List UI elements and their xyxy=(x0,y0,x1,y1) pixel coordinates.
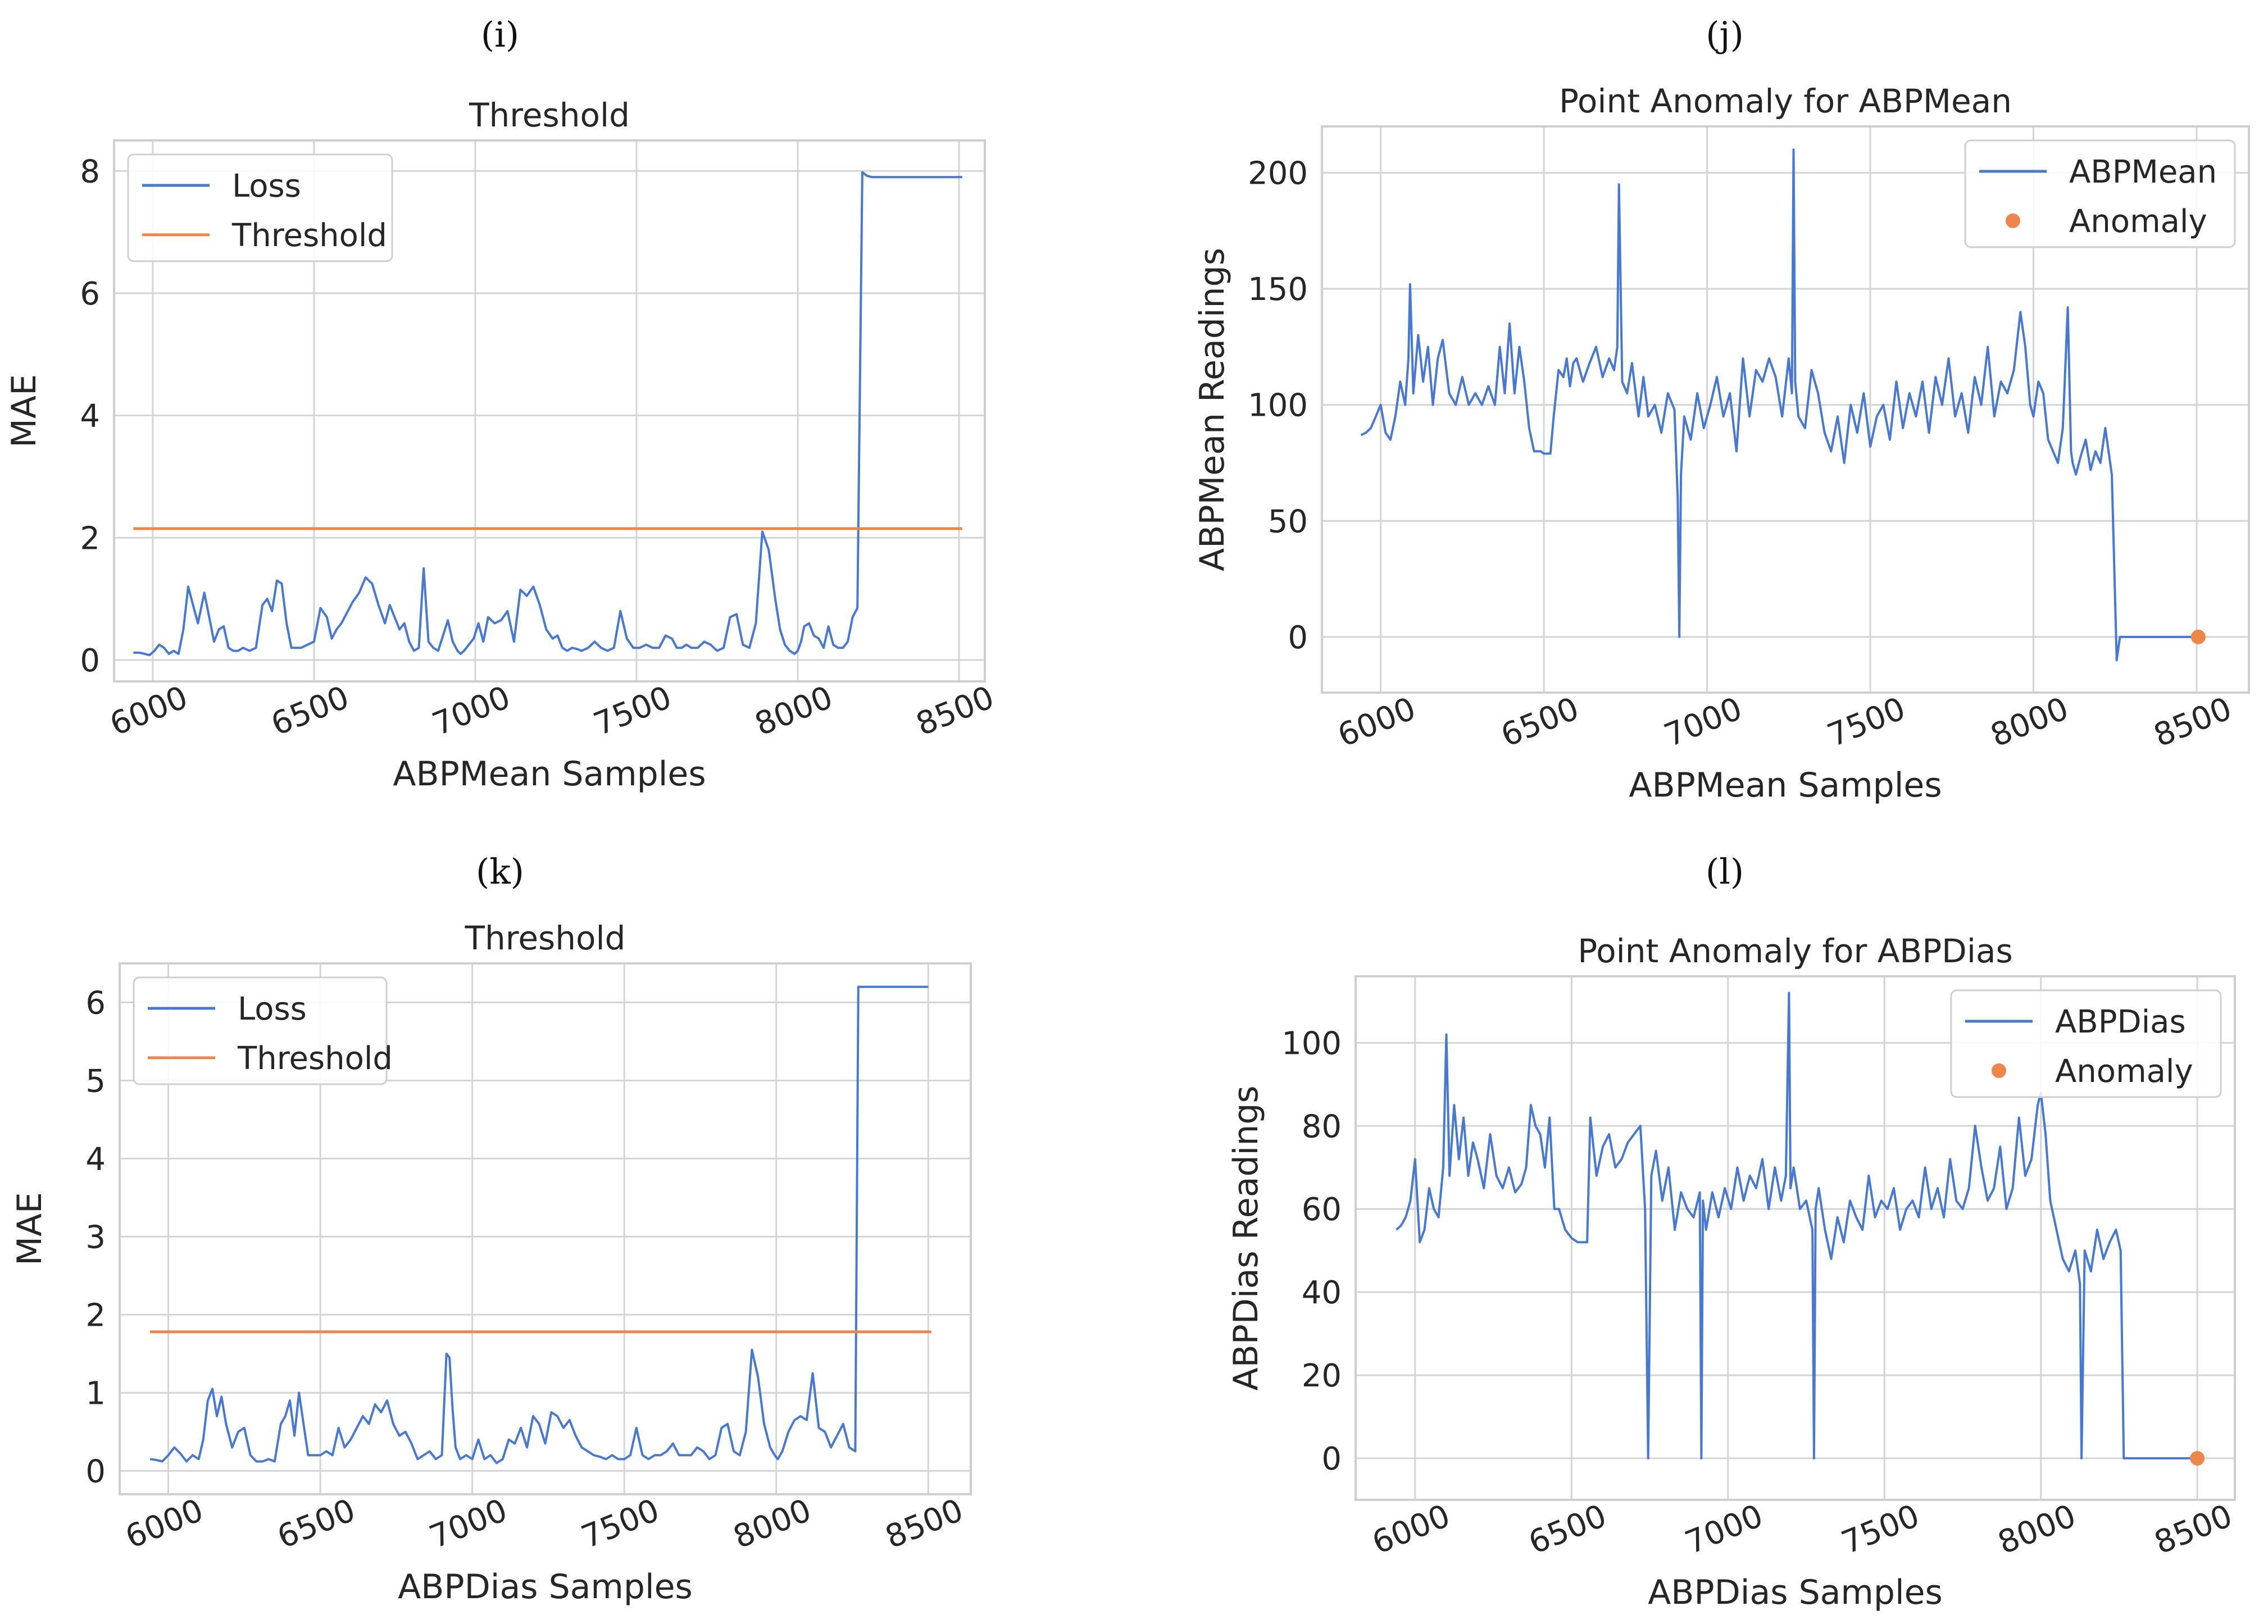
y-tick-label: 60 xyxy=(1302,1191,1342,1228)
x-tick-label: 7500 xyxy=(589,679,676,743)
x-axis-label: ABPDias Samples xyxy=(398,1567,693,1607)
x-tick-label: 7000 xyxy=(424,1492,512,1556)
legend-marker-anomaly xyxy=(1992,1063,2006,1078)
y-tick-label: 6 xyxy=(85,985,106,1021)
x-tick-label: 8000 xyxy=(750,679,838,743)
chart-panel-0: 6000 6500 7000 7500 8000 8500 0 2 4 6 8 Threshold AB… xyxy=(4,96,999,794)
panel-label-j: (j) xyxy=(1706,14,1744,55)
chart-title: Point Anomaly for ABPDias xyxy=(1578,932,2012,970)
x-tick-label: 8000 xyxy=(1985,690,2073,754)
x-axis-label: ABPMean Samples xyxy=(1629,766,1942,805)
plot-frame xyxy=(1355,975,2236,1501)
y-tick-label: 0 xyxy=(85,1453,106,1490)
x-tick-label: 8500 xyxy=(2149,1498,2237,1562)
y-tick-label: 0 xyxy=(1288,620,1308,656)
x-tick-label: 6500 xyxy=(1524,1498,1611,1562)
y-tick-label: 6 xyxy=(80,276,100,312)
x-tick-label: 8500 xyxy=(2149,690,2237,754)
y-tick-label: 4 xyxy=(80,398,100,435)
x-tick-label: 7500 xyxy=(576,1492,664,1556)
y-axis-label: MAE xyxy=(10,1192,49,1266)
x-axis-label: ABPDias Samples xyxy=(1648,1573,1943,1612)
x-axis-label: ABPMean Samples xyxy=(393,754,706,794)
y-tick-label: 5 xyxy=(85,1063,106,1099)
y-axis-label: ABPDias Readings xyxy=(1226,1085,1266,1390)
x-tick-label: 7500 xyxy=(1837,1498,1924,1562)
chart-panel-3: 6000 6500 7000 7500 8000 8500 0 20 40 60 80 100 Poin… xyxy=(1226,932,2237,1612)
panel-label-i: (i) xyxy=(480,14,520,55)
y-tick-label: 100 xyxy=(1248,388,1308,424)
y-tick-label: 0 xyxy=(80,643,100,679)
legend-label-loss: Loss xyxy=(238,991,307,1027)
legend-label-anomaly: Anomaly xyxy=(2069,203,2207,240)
legend: Loss Threshold xyxy=(133,976,393,1085)
y-tick-label: 150 xyxy=(1248,271,1308,308)
y-tick-label: 2 xyxy=(85,1297,106,1334)
legend: ABPDias Anomaly xyxy=(1950,989,2222,1098)
chart-panel-2: 6000 6500 7000 7500 8000 8500 0 1 2 3 4 5 6 Threshold… xyxy=(10,919,972,1607)
series-line-loss xyxy=(133,171,962,657)
x-tick-label: 6500 xyxy=(266,679,354,743)
y-tick-label: 2 xyxy=(80,520,100,557)
y-tick-label: 1 xyxy=(85,1375,106,1412)
chart-title: Threshold xyxy=(465,919,626,957)
legend-marker-anomaly xyxy=(2006,213,2020,228)
chart-title: Threshold xyxy=(469,96,630,134)
series-line-abpmean xyxy=(1360,148,2198,662)
y-tick-label: 40 xyxy=(1302,1275,1342,1311)
x-tick-label: 6000 xyxy=(105,679,193,743)
y-tick-label: 3 xyxy=(85,1219,106,1255)
x-tick-label: 8500 xyxy=(911,679,999,743)
legend-label-loss: Loss xyxy=(232,168,301,204)
y-tick-label: 20 xyxy=(1302,1358,1342,1394)
legend-label-threshold: Threshold xyxy=(231,217,387,254)
x-tick-label: 8500 xyxy=(880,1492,968,1556)
anomaly-point xyxy=(2190,1451,2205,1466)
series-line-abpdias xyxy=(1396,991,2198,1459)
panel-label-k: (k) xyxy=(476,851,524,892)
y-axis-label: MAE xyxy=(4,374,44,448)
legend: ABPMean Anomaly xyxy=(1964,139,2236,248)
x-tick-label: 7500 xyxy=(1822,690,1910,754)
y-tick-label: 50 xyxy=(1268,503,1308,540)
x-tick-label: 7000 xyxy=(1680,1498,1768,1562)
legend-label-abpdias: ABPDias xyxy=(2055,1004,2186,1040)
x-tick-label: 6500 xyxy=(1496,690,1584,754)
legend-box xyxy=(1964,139,2236,248)
y-tick-label: 100 xyxy=(1281,1025,1342,1062)
plot-frame xyxy=(119,962,972,1495)
legend-label-anomaly: Anomaly xyxy=(2055,1053,2193,1090)
x-tick-label: 6000 xyxy=(120,1492,208,1556)
chart-panel-1: 6000 6500 7000 7500 8000 8500 0 50 100 150 200 Poin… xyxy=(1193,82,2250,805)
panel-label-l: (l) xyxy=(1705,851,1744,892)
chart-title: Point Anomaly for ABPMean xyxy=(1559,82,2012,120)
legend-label-threshold: Threshold xyxy=(237,1040,393,1077)
anomaly-point xyxy=(2190,629,2206,644)
series-line-loss xyxy=(149,985,929,1464)
x-tick-label: 8000 xyxy=(729,1492,816,1556)
y-tick-label: 8 xyxy=(80,153,100,190)
x-tick-label: 7000 xyxy=(428,679,515,743)
x-tick-label: 8000 xyxy=(1993,1498,2081,1562)
x-tick-label: 6000 xyxy=(1367,1498,1455,1562)
y-tick-label: 80 xyxy=(1302,1108,1342,1145)
legend: Loss Threshold xyxy=(127,153,393,262)
y-tick-label: 0 xyxy=(1321,1441,1342,1477)
plot-frame xyxy=(113,139,986,683)
legend-label-abpmean: ABPMean xyxy=(2069,154,2217,190)
y-tick-label: 200 xyxy=(1248,156,1308,192)
x-tick-label: 6000 xyxy=(1333,690,1420,754)
y-tick-label: 4 xyxy=(85,1141,106,1177)
y-axis-label: ABPMean Readings xyxy=(1193,248,1232,571)
x-tick-label: 6500 xyxy=(272,1492,360,1556)
legend-box xyxy=(1950,989,2222,1098)
plot-frame xyxy=(1321,125,2250,694)
x-tick-label: 7000 xyxy=(1659,690,1747,754)
